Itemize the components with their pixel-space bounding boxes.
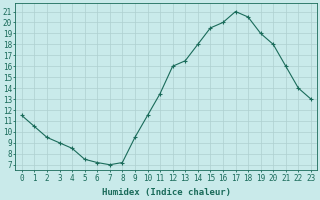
- X-axis label: Humidex (Indice chaleur): Humidex (Indice chaleur): [102, 188, 231, 197]
